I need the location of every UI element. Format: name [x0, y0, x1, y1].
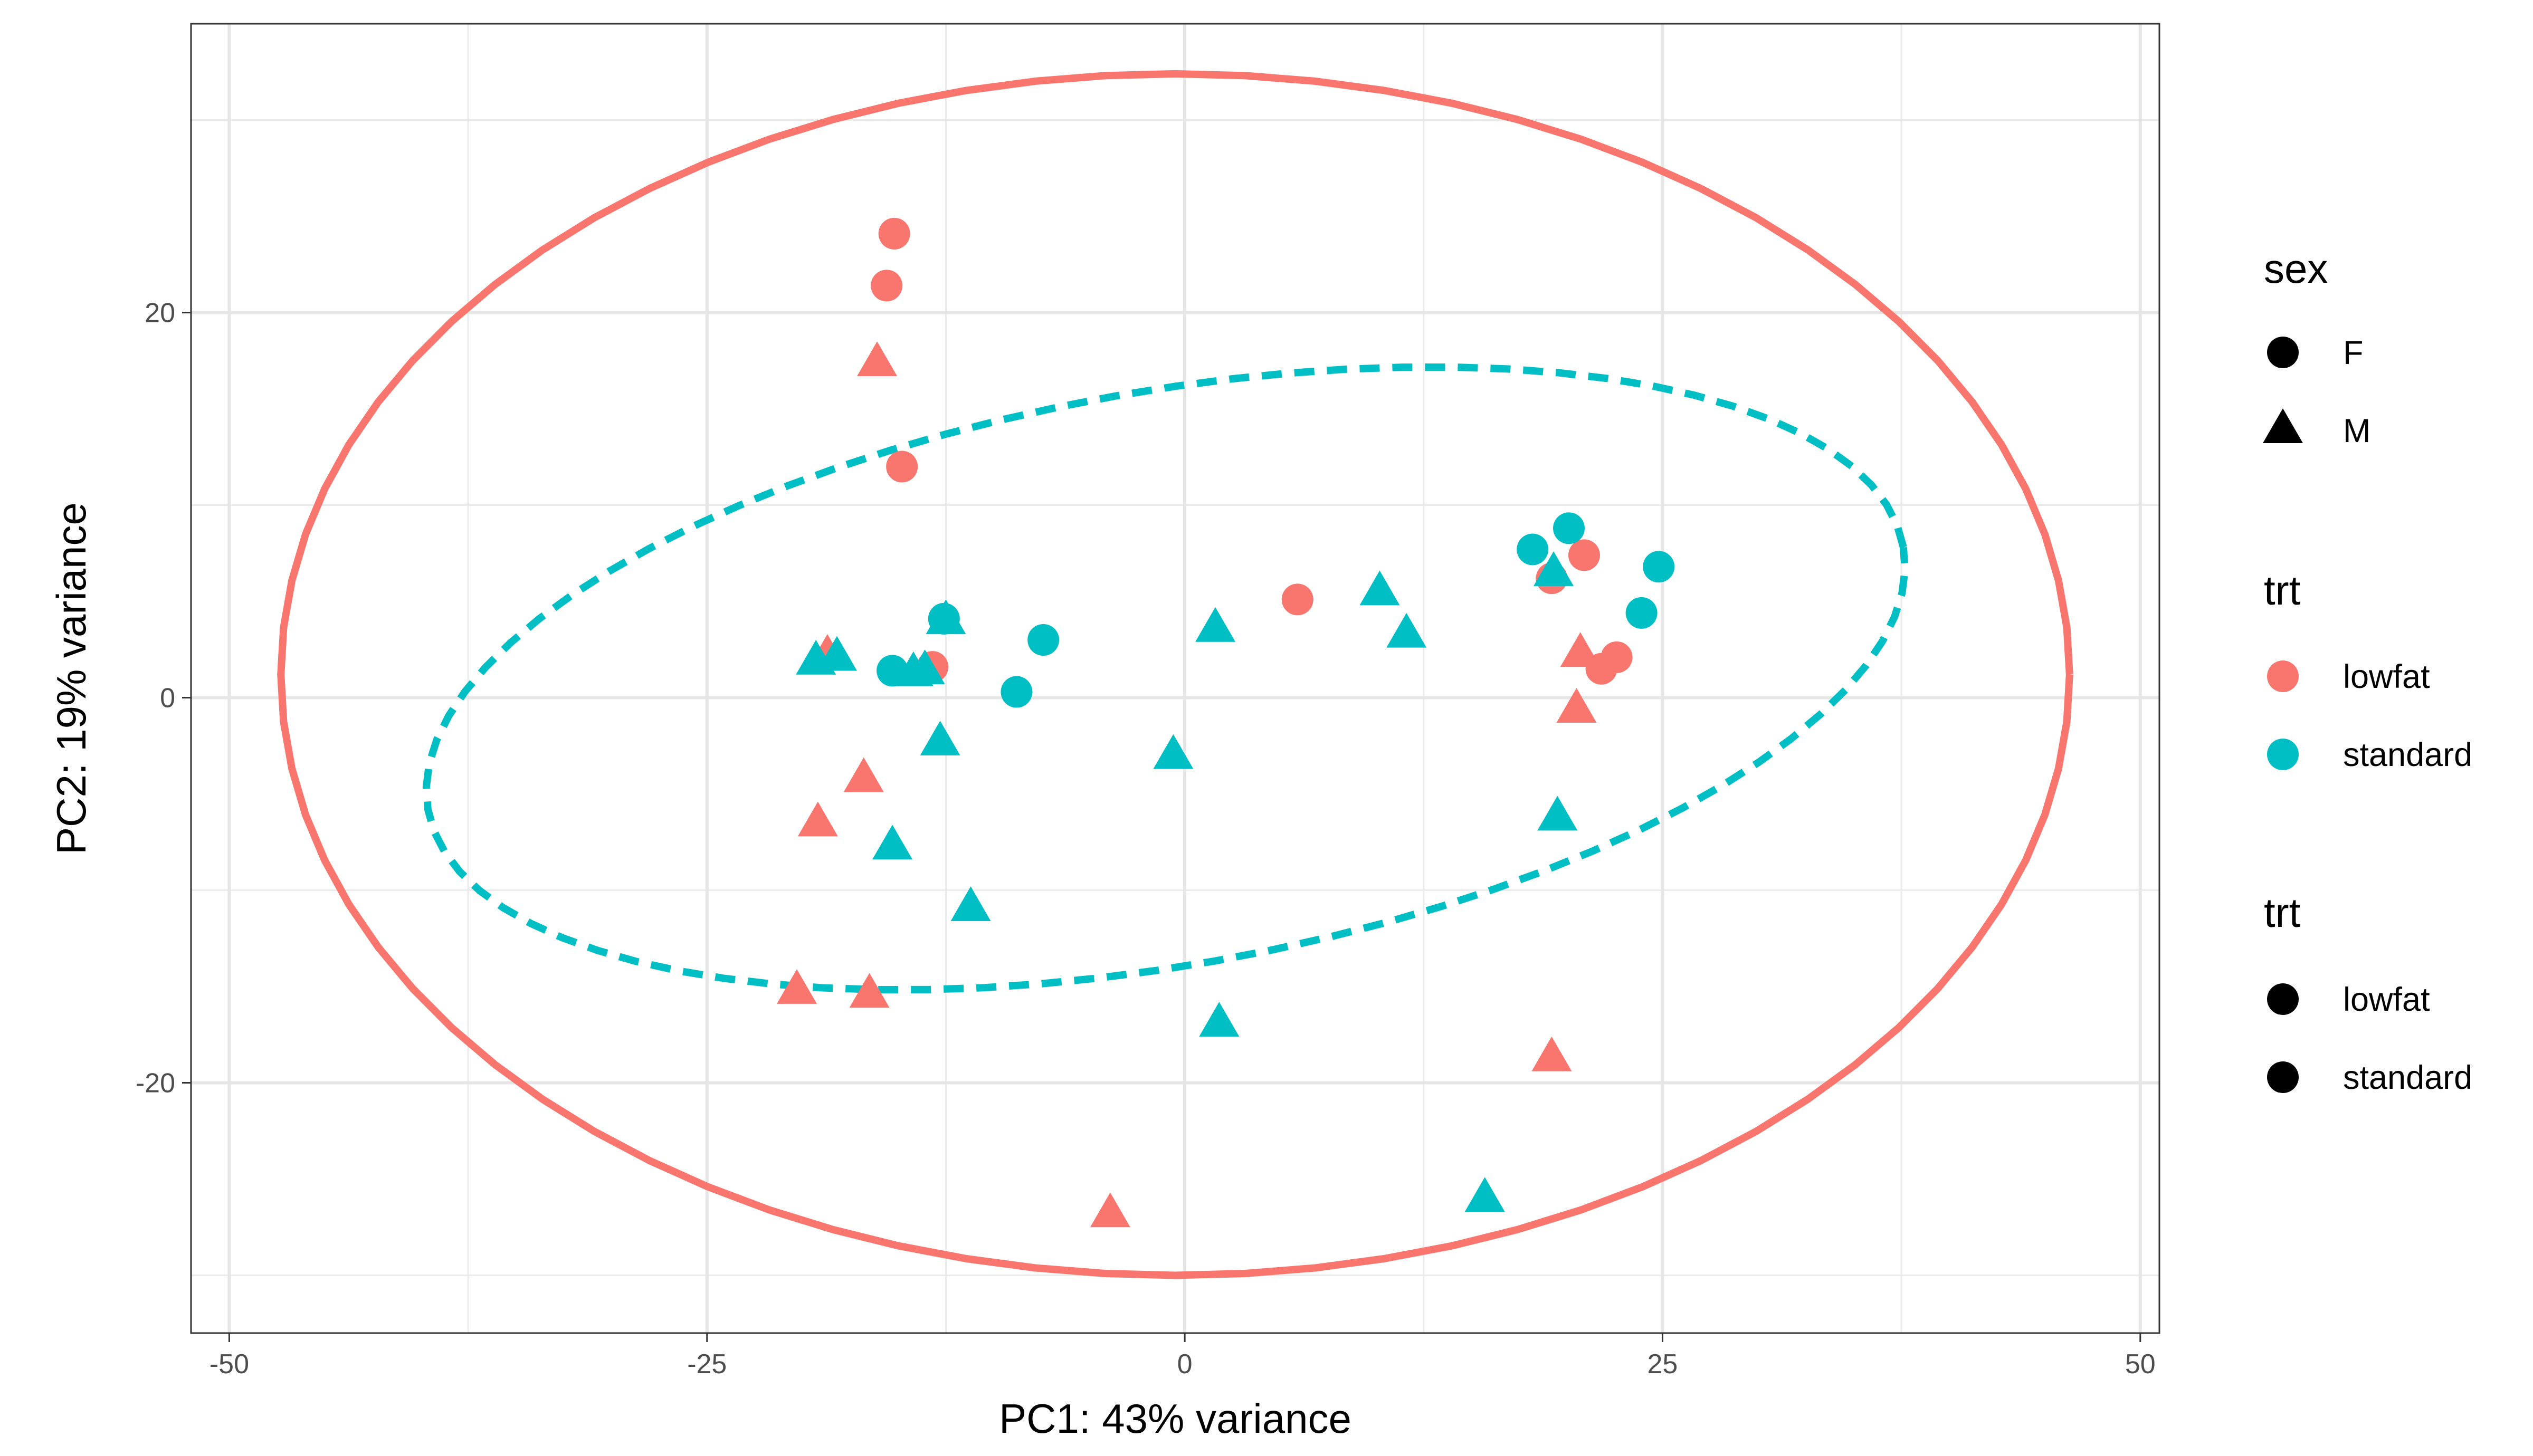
- lowfat-point-female: [886, 451, 918, 483]
- y-tick-label: 0: [160, 683, 175, 714]
- y-tick-label: 20: [145, 298, 175, 329]
- legend-key-circle: [2267, 1061, 2299, 1093]
- lowfat-point-male: [1556, 688, 1597, 723]
- lowfat-point-male: [857, 341, 898, 376]
- standard-point-female: [1625, 597, 1658, 629]
- lowfat-point-female: [1601, 641, 1633, 673]
- legend-label: M: [2343, 413, 2370, 449]
- standard-point-female: [1027, 624, 1060, 656]
- standard-point-male: [1359, 570, 1400, 606]
- y-axis-ticks: -20 0 20: [136, 298, 191, 1099]
- lowfat-point-male: [1531, 1036, 1572, 1071]
- standard-point-male: [1464, 1177, 1505, 1212]
- lowfat-point-male: [1090, 1192, 1130, 1228]
- standard-point-female: [1553, 512, 1585, 544]
- standard-point-male: [904, 649, 945, 684]
- standard-point-male: [1534, 551, 1574, 586]
- legend-title: trt: [2264, 889, 2301, 936]
- lowfat-ellipse: [277, 70, 2073, 1279]
- standard-point-male: [950, 886, 991, 921]
- y-axis-title: PC2: 19% variance: [48, 502, 94, 855]
- legend-label: standard: [2343, 1059, 2472, 1096]
- legend-label: lowfat: [2343, 658, 2430, 695]
- confidence-ellipses: [277, 70, 2073, 1279]
- legend-key-circle: [2267, 983, 2299, 1015]
- standard-point-male: [1386, 612, 1427, 648]
- panel-border: [190, 23, 2160, 1334]
- x-tick-label: 25: [1648, 1349, 1678, 1380]
- x-tick-label: 50: [2125, 1349, 2156, 1380]
- legend-key-circle: [2267, 337, 2299, 368]
- legend-label: F: [2343, 334, 2363, 371]
- standard-point-female: [1517, 533, 1549, 566]
- legend-title: sex: [2264, 245, 2328, 292]
- lowfat-point-male: [843, 757, 884, 792]
- x-tick-label: -25: [687, 1349, 727, 1380]
- standard-point-female: [1643, 551, 1675, 583]
- lowfat-point-male: [1560, 632, 1601, 667]
- standard-point-male: [920, 721, 960, 756]
- lowfat-point-female: [1281, 583, 1313, 616]
- legend-title: trt: [2264, 567, 2301, 614]
- lowfat-point-male: [797, 801, 838, 837]
- data-points: [776, 217, 1675, 1228]
- standard-point-male: [1199, 1002, 1240, 1037]
- legend-key-circle: [2267, 660, 2299, 692]
- standard-point-male: [1537, 796, 1578, 831]
- legend-key-circle: [2267, 739, 2299, 770]
- lowfat-point-female: [1568, 539, 1600, 571]
- legend-key-triangle: [2263, 408, 2303, 443]
- legend-label: lowfat: [2343, 981, 2430, 1018]
- standard-ellipse: [422, 363, 1909, 993]
- lowfat-point-female: [878, 217, 910, 250]
- x-tick-label: -50: [210, 1349, 249, 1380]
- y-tick-label: -20: [136, 1068, 175, 1099]
- legend-label: standard: [2343, 736, 2472, 773]
- standard-point-male: [1195, 607, 1236, 642]
- x-tick-label: 0: [1177, 1349, 1193, 1380]
- standard-point-male: [817, 636, 858, 671]
- standard-point-male: [926, 599, 966, 635]
- lowfat-point-male: [776, 969, 817, 1004]
- standard-point-male: [1153, 734, 1194, 769]
- lowfat-point-female: [871, 270, 903, 302]
- x-axis-title: PC1: 43% variance: [999, 1395, 1351, 1442]
- lowfat-point-male: [849, 973, 890, 1008]
- standard-point-female: [1001, 676, 1033, 708]
- standard-point-male: [872, 825, 913, 860]
- x-axis-ticks: -50 -25 0 25 50: [210, 1333, 2156, 1380]
